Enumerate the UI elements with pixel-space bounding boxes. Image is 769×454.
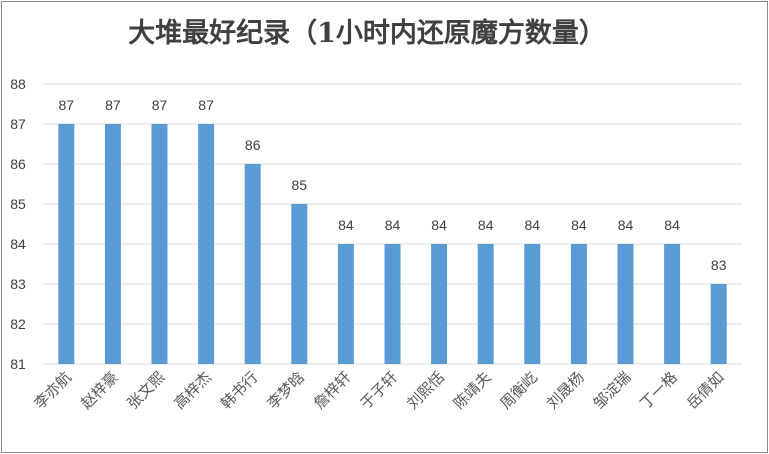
bar: [198, 124, 215, 364]
data-label: 84: [571, 217, 587, 233]
data-label: 84: [385, 217, 401, 233]
bar: [524, 244, 541, 364]
bar: [104, 124, 121, 364]
x-category-label: 周衡屹: [497, 368, 542, 413]
x-category-label: 于子轩: [357, 368, 402, 413]
data-label: 86: [245, 137, 261, 153]
y-tick-label: 88: [10, 76, 26, 92]
y-tick-label: 81: [10, 356, 26, 372]
x-category-label: 高梓杰: [170, 368, 215, 413]
x-category-label: 李梦晗: [264, 368, 309, 413]
x-category-label: 赵梓豪: [77, 368, 122, 413]
data-label: 84: [525, 217, 541, 233]
y-axis-ticks: 81 82 83 84 85 86 87 88: [10, 76, 26, 372]
y-tick-label: 84: [10, 236, 26, 252]
bar: [617, 244, 634, 364]
bar: [431, 244, 448, 364]
data-label: 84: [618, 217, 634, 233]
bar: [710, 284, 727, 364]
y-tick-label: 82: [10, 316, 26, 332]
y-tick-label: 83: [10, 276, 26, 292]
data-label: 87: [198, 97, 214, 113]
x-category-label: 詹梓轩: [310, 368, 355, 413]
bar: [477, 244, 494, 364]
bar: [58, 124, 75, 364]
y-tick-label: 87: [10, 116, 26, 132]
bar: [664, 244, 681, 364]
bar: [337, 244, 354, 364]
bar: [244, 164, 261, 364]
x-axis-categories: 李亦航 赵梓豪 张文熙 高梓杰 韩书行 李梦晗 詹梓轩 于子轩 刘熙恬 陈靖夫 周衡屹 刘晟杨 邹淀瑞丁…: [31, 368, 728, 413]
x-category-label: 邹淀瑞: [590, 368, 635, 413]
x-category-label: 李亦航: [31, 368, 76, 413]
chart-title: 大堆最好纪录（1小时内还原魔方数量）: [128, 17, 606, 49]
data-label: 84: [478, 217, 494, 233]
x-category-label: 刘熙恬: [403, 368, 448, 413]
bar: [151, 124, 168, 364]
bar: [570, 244, 587, 364]
x-category-label: 陈靖夫: [450, 368, 495, 413]
y-tick-label: 85: [10, 196, 26, 212]
data-labels: 87 87 87 87 86 85 84 84 84 84 84 84 84 84 83: [59, 97, 727, 273]
data-label: 85: [292, 177, 308, 193]
data-label: 87: [105, 97, 121, 113]
x-category-label: 刘晟杨: [543, 368, 588, 413]
bar: [291, 204, 308, 364]
data-label: 83: [711, 257, 727, 273]
data-label: 84: [431, 217, 447, 233]
data-label: 87: [152, 97, 168, 113]
x-category-label: 张文熙: [124, 368, 169, 413]
y-tick-label: 86: [10, 156, 26, 172]
x-category-label: 岳倩如: [683, 368, 728, 413]
data-label: 87: [59, 97, 75, 113]
data-label: 84: [338, 217, 354, 233]
x-category-label: 韩书行: [217, 368, 262, 413]
bars: [58, 124, 727, 364]
data-label: 84: [664, 217, 680, 233]
x-category-label: 丁一格: [636, 368, 681, 413]
bar: [384, 244, 401, 364]
